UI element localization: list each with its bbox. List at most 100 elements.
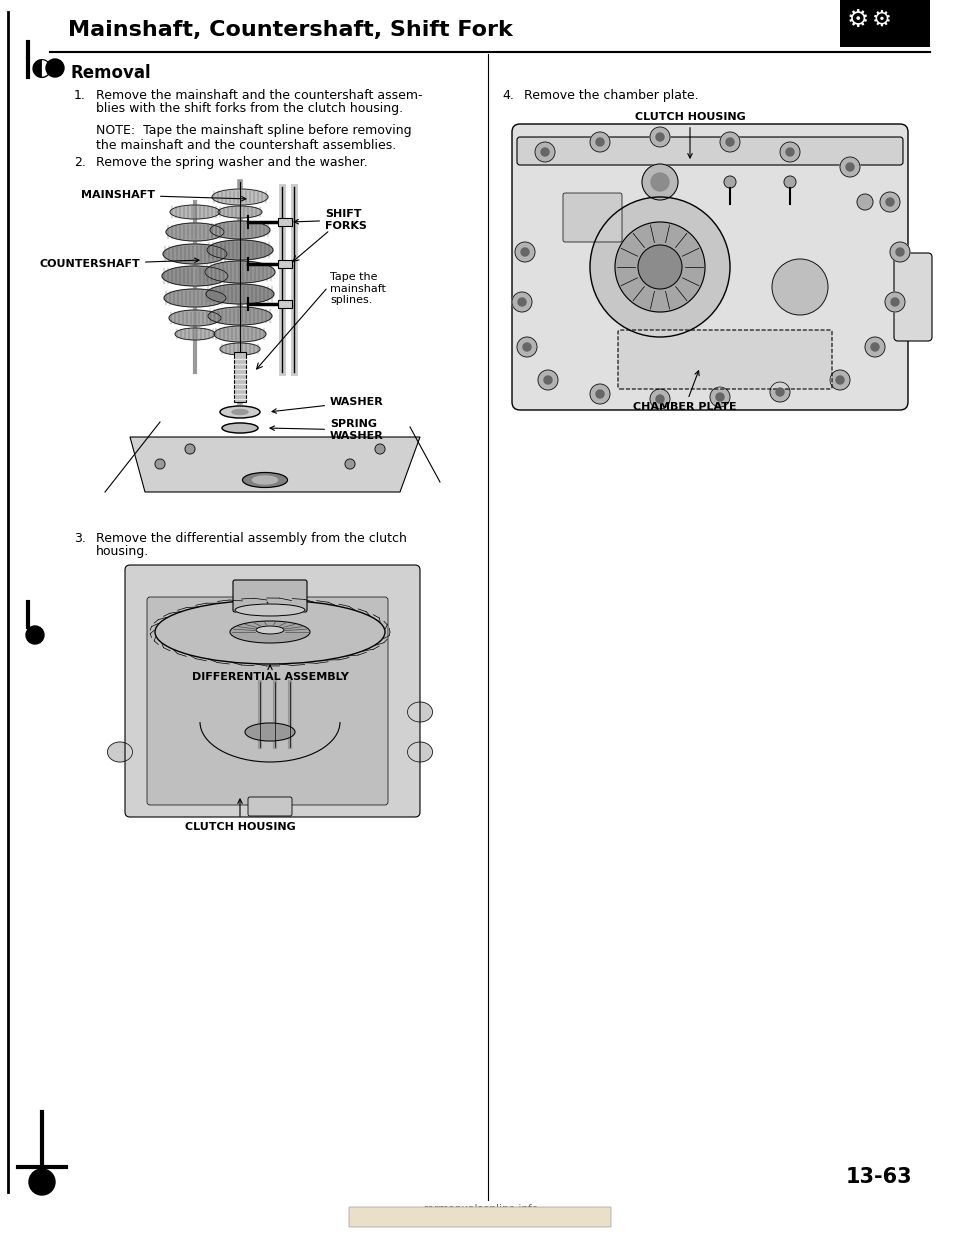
Ellipse shape — [252, 476, 277, 484]
Text: SPRING
WASHER: SPRING WASHER — [270, 420, 384, 441]
Ellipse shape — [245, 723, 295, 741]
FancyBboxPatch shape — [125, 565, 420, 817]
Ellipse shape — [210, 221, 270, 238]
Text: housing.: housing. — [96, 545, 149, 558]
Circle shape — [650, 127, 670, 147]
Circle shape — [515, 242, 535, 262]
Circle shape — [891, 298, 899, 306]
Circle shape — [885, 292, 905, 312]
Circle shape — [720, 132, 740, 152]
Ellipse shape — [220, 343, 260, 355]
Circle shape — [770, 383, 790, 402]
Ellipse shape — [220, 406, 260, 419]
Circle shape — [596, 390, 604, 397]
Text: Removal: Removal — [70, 65, 151, 82]
Text: Remove the spring washer and the washer.: Remove the spring washer and the washer. — [96, 156, 368, 169]
Ellipse shape — [170, 205, 220, 219]
Text: SHIFT
FORKS: SHIFT FORKS — [294, 209, 367, 231]
Text: WASHER: WASHER — [272, 397, 384, 414]
Bar — [278, 260, 292, 268]
Text: CLUTCH HOUSING: CLUTCH HOUSING — [635, 112, 745, 158]
Text: Remove the differential assembly from the clutch: Remove the differential assembly from th… — [96, 532, 407, 545]
Circle shape — [155, 460, 165, 469]
Circle shape — [651, 173, 669, 191]
Ellipse shape — [407, 741, 433, 763]
Ellipse shape — [214, 325, 266, 342]
Circle shape — [590, 197, 730, 337]
Text: Mainshaft, Countershaft, Shift Fork: Mainshaft, Countershaft, Shift Fork — [68, 20, 513, 40]
Text: 4.: 4. — [502, 89, 514, 102]
Circle shape — [535, 142, 555, 161]
Polygon shape — [155, 619, 385, 632]
Circle shape — [375, 443, 385, 455]
Circle shape — [857, 194, 873, 210]
Text: ◐: ◐ — [31, 56, 53, 79]
Text: 1.: 1. — [74, 89, 85, 102]
Text: CLUTCH HOUSING: CLUTCH HOUSING — [184, 799, 296, 832]
Circle shape — [590, 132, 610, 152]
Text: carmanualsonline.info: carmanualsonline.info — [422, 1208, 538, 1218]
Circle shape — [615, 222, 705, 312]
Circle shape — [590, 384, 610, 404]
Ellipse shape — [108, 741, 132, 763]
Circle shape — [780, 142, 800, 161]
Text: ⚙: ⚙ — [847, 7, 869, 32]
Polygon shape — [130, 437, 420, 492]
Circle shape — [776, 388, 784, 396]
Circle shape — [656, 395, 664, 402]
Ellipse shape — [243, 472, 287, 488]
Text: carmanualsonline.info: carmanualsonline.info — [422, 1203, 538, 1213]
Circle shape — [517, 337, 537, 356]
FancyBboxPatch shape — [233, 580, 307, 612]
Circle shape — [538, 370, 558, 390]
Text: 13-63: 13-63 — [846, 1167, 913, 1187]
Circle shape — [544, 376, 552, 384]
Ellipse shape — [163, 243, 227, 265]
Bar — [234, 351, 246, 402]
Circle shape — [650, 389, 670, 409]
Circle shape — [784, 176, 796, 188]
Ellipse shape — [208, 307, 272, 325]
Circle shape — [638, 245, 682, 289]
Ellipse shape — [205, 261, 275, 283]
Ellipse shape — [166, 224, 224, 241]
Circle shape — [26, 626, 44, 645]
Text: 2.: 2. — [74, 156, 85, 169]
Text: 3.: 3. — [74, 532, 85, 545]
Ellipse shape — [175, 328, 215, 340]
Circle shape — [846, 163, 854, 171]
Circle shape — [890, 242, 910, 262]
FancyBboxPatch shape — [894, 253, 932, 342]
Ellipse shape — [207, 240, 273, 260]
Circle shape — [523, 343, 531, 351]
Circle shape — [642, 164, 678, 200]
FancyBboxPatch shape — [147, 597, 388, 805]
Text: ⚙: ⚙ — [872, 10, 892, 30]
Text: Tape the
mainshaft
splines.: Tape the mainshaft splines. — [330, 272, 386, 306]
Ellipse shape — [169, 310, 221, 325]
Circle shape — [865, 337, 885, 356]
Circle shape — [772, 260, 828, 315]
Circle shape — [724, 176, 736, 188]
Bar — [278, 219, 292, 226]
Circle shape — [521, 248, 529, 256]
Circle shape — [886, 197, 894, 206]
Ellipse shape — [164, 289, 226, 307]
Text: CHAMBER PLATE: CHAMBER PLATE — [634, 371, 737, 412]
FancyBboxPatch shape — [349, 1207, 611, 1227]
Ellipse shape — [407, 702, 433, 722]
Text: Remove the mainshaft and the countershaft assem-: Remove the mainshaft and the countershaf… — [96, 89, 422, 102]
Circle shape — [518, 298, 526, 306]
Ellipse shape — [256, 626, 284, 633]
FancyBboxPatch shape — [618, 330, 832, 389]
Circle shape — [840, 156, 860, 178]
Ellipse shape — [218, 206, 262, 219]
Text: NOTE:  Tape the mainshaft spline before removing
the mainshaft and the countersh: NOTE: Tape the mainshaft spline before r… — [96, 124, 412, 152]
FancyBboxPatch shape — [248, 797, 292, 816]
Circle shape — [46, 60, 64, 77]
FancyBboxPatch shape — [517, 137, 903, 165]
Ellipse shape — [232, 410, 248, 415]
Ellipse shape — [235, 604, 305, 616]
Bar — [278, 301, 292, 308]
Ellipse shape — [162, 266, 228, 286]
